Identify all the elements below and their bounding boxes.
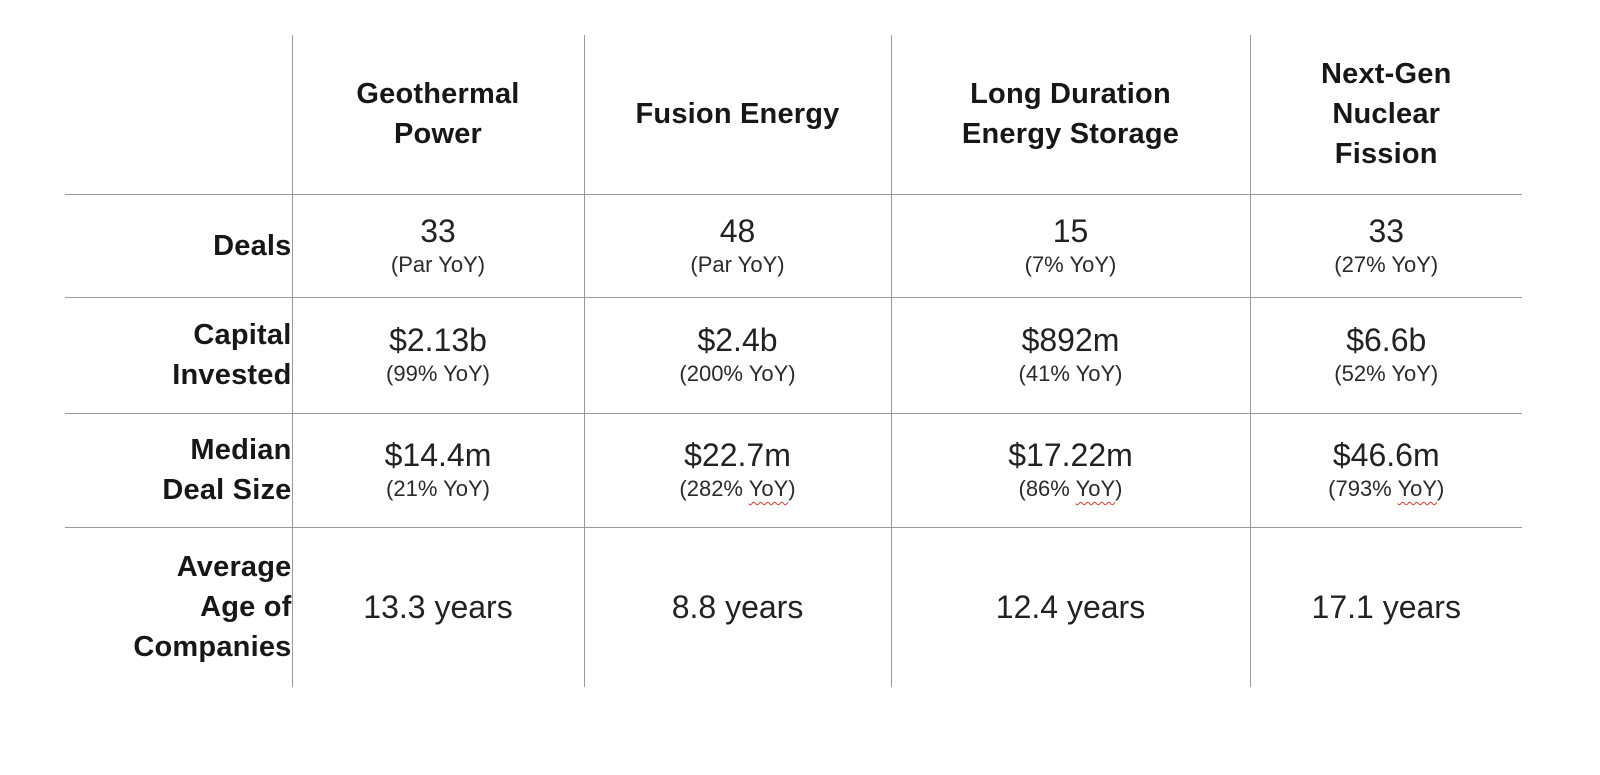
metric-yoy: (99% YoY) xyxy=(386,361,490,386)
metric-value: $22.7m xyxy=(684,437,791,473)
metric-cell: $46.6m (793% YoY) xyxy=(1249,412,1523,528)
metric-cell: 13.3 years xyxy=(291,526,585,688)
row-label: Capital Invested xyxy=(64,296,293,414)
metric-value: 12.4 years xyxy=(995,589,1146,626)
metric-value: $6.6b xyxy=(1346,322,1427,358)
metric-yoy: (86% YoY) xyxy=(1018,476,1123,501)
column-header: Geothermal Power xyxy=(291,34,585,195)
metric-yoy: (41% YoY) xyxy=(1018,361,1123,386)
metric-cell: 17.1 years xyxy=(1249,526,1523,688)
row-label: Median Deal Size xyxy=(64,412,293,528)
metric-yoy: (27% YoY) xyxy=(1334,251,1439,277)
metric-cell: 15 (7% YoY) xyxy=(890,193,1251,298)
metric-yoy: (21% YoY) xyxy=(386,476,490,501)
corner-cell xyxy=(64,34,293,195)
metric-cell: 48 (Par YoY) xyxy=(583,193,892,298)
metric-cell: $2.4b (200% YoY) xyxy=(583,296,892,414)
metric-value: 15 xyxy=(1052,212,1089,249)
metric-value: 48 xyxy=(719,212,756,249)
row-label: Average Age of Companies xyxy=(64,526,293,688)
metric-value: 33 xyxy=(420,212,456,249)
metric-value: 33 xyxy=(1368,212,1405,249)
column-header: Next-Gen Nuclear Fission xyxy=(1249,34,1523,195)
metric-cell: $22.7m (282% YoY) xyxy=(583,412,892,528)
spellcheck-squiggle-word: YoY xyxy=(1075,476,1116,501)
metric-yoy: (200% YoY) xyxy=(679,361,796,386)
spellcheck-squiggle-word: YoY xyxy=(1397,476,1438,501)
metric-value: $46.6m xyxy=(1332,437,1440,473)
metric-yoy: (793% YoY) xyxy=(1328,476,1445,501)
metric-cell: $14.4m (21% YoY) xyxy=(291,412,585,528)
metric-value: $17.22m xyxy=(1008,437,1133,473)
sector-comparison-table: Geothermal Power Fusion Energy Long Durati… xyxy=(64,34,1523,688)
metric-value: $2.13b xyxy=(389,322,487,358)
header-row: Geothermal Power Fusion Energy Long Durati… xyxy=(64,34,1523,195)
metric-value: 17.1 years xyxy=(1311,589,1461,626)
table-row: Deals 33 (Par YoY) 48 (Par YoY) 15 (7% YoY) 33(… xyxy=(64,193,1523,298)
column-header: Long Duration Energy Storage xyxy=(890,34,1251,195)
row-label: Deals xyxy=(64,193,293,298)
metric-yoy: (282% YoY) xyxy=(679,476,796,501)
metric-yoy: (Par YoY) xyxy=(690,251,785,277)
metric-cell: 33 (27% YoY) xyxy=(1249,193,1523,298)
metric-cell: 8.8 years xyxy=(583,526,892,688)
metric-value: 8.8 years xyxy=(671,589,804,626)
metric-cell: $892m (41% YoY) xyxy=(890,296,1251,414)
metric-cell: 12.4 years xyxy=(890,526,1251,688)
table-row: Average Age of Companies 13.3 years 8.8 ye… xyxy=(64,526,1523,688)
metric-cell: $2.13b (99% YoY) xyxy=(291,296,585,414)
metric-yoy: (Par YoY) xyxy=(390,251,486,277)
metric-value: $2.4b xyxy=(697,322,778,358)
column-header: Fusion Energy xyxy=(583,34,892,195)
metric-value: 13.3 years xyxy=(363,589,513,626)
metric-cell: $6.6b (52% YoY) xyxy=(1249,296,1523,414)
metric-cell: $17.22m (86% YoY) xyxy=(890,412,1251,528)
metric-yoy: (52% YoY) xyxy=(1334,361,1439,386)
metric-value: $14.4m xyxy=(384,437,492,473)
table-container: Geothermal Power Fusion Energy Long Durati… xyxy=(64,34,1523,688)
table-row: Capital Invested $2.13b (99% YoY) $2.4b (200… xyxy=(64,296,1523,414)
metric-cell: 33 (Par YoY) xyxy=(291,193,585,298)
spellcheck-squiggle-word: YoY xyxy=(748,476,789,501)
metric-yoy: (7% YoY) xyxy=(1024,251,1117,277)
metric-value: $892m xyxy=(1021,322,1120,358)
table-row: Median Deal Size $14.4m (21% YoY) $22.7m (28… xyxy=(64,412,1523,528)
